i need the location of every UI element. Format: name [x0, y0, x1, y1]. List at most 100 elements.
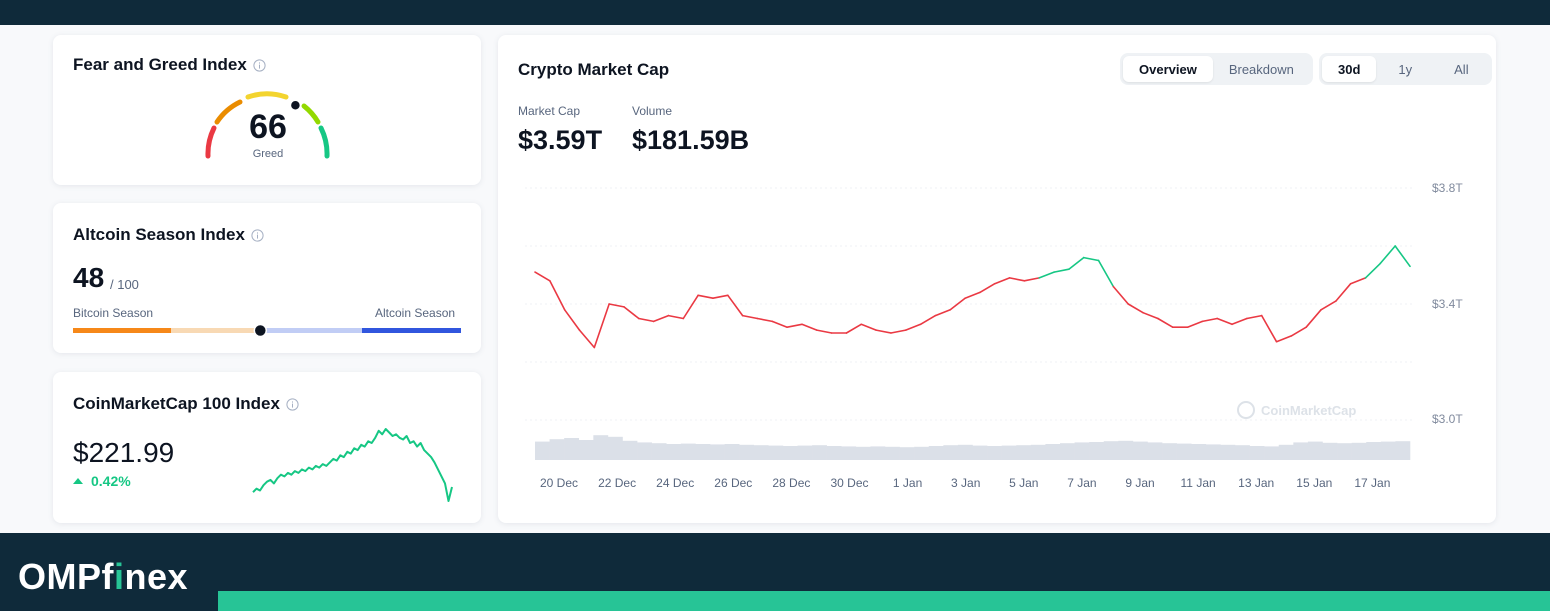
market-cap-line-segment: [1275, 335, 1293, 343]
footer-accent-stripe: [218, 591, 1550, 611]
info-icon[interactable]: [251, 228, 264, 242]
volume-bar: [1132, 441, 1148, 460]
x-axis-tick: 11 Jan: [1180, 476, 1216, 490]
bar-segment-altcoin-light: [263, 328, 362, 333]
market-cap-label: Market Cap: [518, 104, 581, 118]
market-cap-line-segment: [667, 314, 685, 320]
market-cap-chart: [525, 187, 1415, 460]
altcoin-season-marker: [253, 323, 268, 338]
volume-bar: [841, 446, 857, 460]
volume-bar: [1176, 443, 1192, 460]
cmc100-value: $221.99: [73, 437, 175, 468]
x-axis-tick: 5 Jan: [1009, 476, 1039, 490]
fear-greed-gauge: [205, 91, 330, 159]
info-icon[interactable]: [253, 58, 266, 72]
cmc100-title-text: CoinMarketCap 100 Index: [73, 394, 280, 413]
x-axis-tick: 1 Jan: [892, 476, 923, 490]
bar-segment-bitcoin: [73, 328, 171, 333]
market-cap-line-segment: [1260, 314, 1278, 343]
gauge-segment-greed-extreme: [318, 125, 330, 159]
gauge-segment-fear-extreme: [205, 125, 217, 159]
market-cap-line-segment: [1186, 320, 1204, 328]
market-cap-line-segment: [875, 329, 892, 334]
x-axis-tick: 30 Dec: [830, 476, 869, 490]
volume-bar: [1307, 441, 1323, 460]
market-cap-line-segment: [1349, 277, 1367, 285]
market-cap-line-segment: [1053, 268, 1070, 273]
x-axis-tick: 22 Dec: [598, 476, 637, 490]
market-cap-line-segment: [682, 294, 699, 320]
range-tabs: 30d 1y All: [1319, 53, 1492, 85]
coinmarketcap-logo-icon: [1237, 401, 1255, 419]
market-cap-line-segment: [1023, 277, 1041, 282]
volume-bar: [739, 444, 755, 460]
x-axis-tick: 17 Jan: [1354, 476, 1391, 490]
tab-overview[interactable]: Overview: [1123, 56, 1213, 82]
volume-bar: [1001, 445, 1017, 460]
volume-bar: [1293, 442, 1309, 460]
volume-bar: [1045, 444, 1061, 460]
volume-bar: [695, 444, 711, 460]
bitcoin-season-label: Bitcoin Season: [73, 306, 154, 320]
market-cap-line-segment: [919, 314, 937, 326]
volume-bar: [1147, 442, 1163, 460]
volume-bar: [710, 444, 725, 460]
fear-greed-title: Fear and Greed Index: [73, 55, 266, 75]
volume-bar: [637, 442, 652, 460]
info-icon[interactable]: [286, 397, 299, 411]
market-cap-line-segment: [934, 309, 952, 317]
view-tabs: Overview Breakdown: [1120, 53, 1313, 85]
volume-bar: [899, 447, 915, 460]
market-cap-line-segment: [578, 329, 596, 349]
volume-bar: [987, 446, 1002, 460]
market-cap-line-segment: [1216, 317, 1233, 326]
tab-breakdown[interactable]: Breakdown: [1228, 61, 1294, 77]
market-cap-line-segment: [979, 282, 996, 294]
volume-bar: [1074, 442, 1090, 460]
altcoin-season-title: Altcoin Season Index: [73, 225, 264, 245]
altcoin-season-label: Altcoin Season: [375, 306, 456, 320]
x-axis-tick: 28 Dec: [772, 476, 811, 490]
x-axis-tick: 7 Jan: [1067, 476, 1097, 490]
top-bar: [0, 0, 1550, 25]
volume-bar: [1205, 444, 1221, 460]
range-1y[interactable]: 1y: [1398, 61, 1413, 77]
market-cap-line-segment: [964, 291, 981, 299]
market-cap-line-segment: [638, 317, 655, 323]
range-all[interactable]: All: [1454, 61, 1469, 77]
volume-bar: [1118, 440, 1134, 460]
volume-bar: [1351, 442, 1367, 460]
altcoin-season-bar: [73, 323, 461, 338]
cmc100-card: [53, 372, 481, 523]
volume-bar: [1191, 444, 1207, 460]
volume-bar: [768, 445, 784, 460]
gauge-segment-fear: [214, 99, 243, 125]
market-cap-line-segment: [623, 306, 640, 320]
market-cap-line-segment: [608, 303, 625, 308]
volume-bar: [1162, 443, 1177, 460]
altcoin-season-max: / 100: [110, 277, 139, 292]
x-axis-tick: 15 Jan: [1296, 476, 1333, 490]
market-cap-line-segment: [890, 329, 907, 334]
gauge-segment-greed: [301, 103, 321, 125]
fear-greed-card: [53, 35, 481, 185]
range-30d[interactable]: 30d: [1322, 56, 1377, 82]
gauge-segment-neutral: [245, 91, 289, 100]
x-axis-tick: 13 Jan: [1238, 476, 1275, 490]
market-cap-line-segment: [1097, 259, 1115, 288]
market-cap-line-segment: [534, 271, 551, 282]
market-cap-line-segment: [1142, 311, 1159, 320]
volume-bar: [666, 444, 682, 460]
fear-greed-label: Greed: [252, 148, 284, 160]
volume-bar: [885, 446, 900, 460]
volume-bar: [1380, 441, 1396, 460]
altcoin-season-value: 48: [73, 262, 105, 293]
market-cap-line-segment: [1379, 245, 1396, 265]
market-cap-line-segment: [771, 320, 788, 328]
market-cap-line-segment: [1157, 317, 1174, 328]
market-cap-line-segment: [1127, 303, 1144, 314]
gauge-needle: [289, 99, 302, 111]
market-cap-line-segment: [815, 329, 833, 334]
volume-bar: [870, 446, 886, 460]
ompfinex-logo: OMPfinex: [18, 556, 189, 597]
